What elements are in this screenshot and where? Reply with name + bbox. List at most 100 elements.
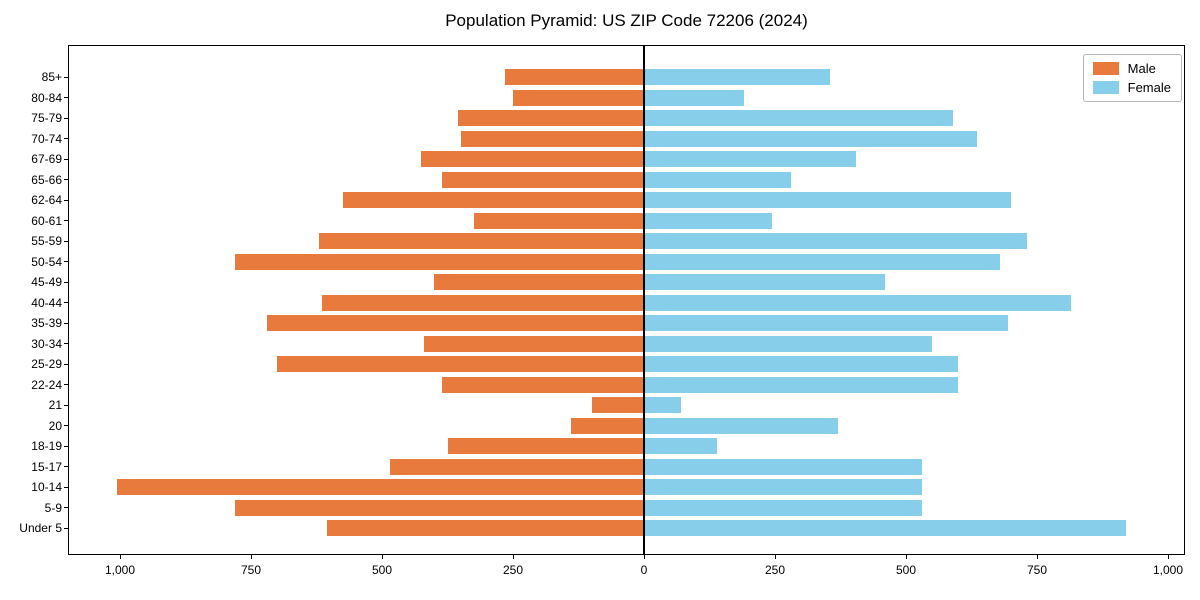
female-bar <box>644 356 959 372</box>
female-bar <box>644 233 1027 249</box>
male-bar <box>505 69 644 85</box>
female-bar <box>644 335 933 352</box>
male-bar <box>235 253 644 270</box>
y-tick-mark <box>64 199 68 201</box>
y-tick-label: 20 <box>48 418 62 433</box>
male-bar <box>513 89 644 106</box>
male-bar <box>570 417 644 434</box>
x-tick-label: 250 <box>764 563 786 577</box>
y-tick-label: 10-14 <box>31 480 62 494</box>
legend-item-male: Male <box>1092 61 1171 76</box>
y-tick-mark <box>64 486 68 488</box>
female-bar <box>644 89 744 106</box>
y-tick-mark <box>64 261 68 263</box>
x-tick-mark <box>1168 555 1170 559</box>
x-tick-mark <box>513 555 515 559</box>
x-tick-label: 750 <box>240 563 262 577</box>
y-tick-mark <box>64 363 68 365</box>
female-bar <box>644 438 718 454</box>
male-bar <box>434 274 644 290</box>
female-bar <box>644 110 954 126</box>
y-tick-label: 15-17 <box>31 459 62 474</box>
y-tick-mark <box>64 240 68 242</box>
male-bar <box>421 151 644 167</box>
x-tick-label: 750 <box>1026 563 1048 577</box>
y-tick-label: 55-59 <box>31 234 62 248</box>
x-tick-mark <box>644 555 646 559</box>
y-tick-mark <box>64 466 68 468</box>
x-tick-label: 500 <box>371 563 393 577</box>
female-bar <box>644 253 1001 270</box>
female-bar <box>644 294 1072 311</box>
y-tick-label: 45-49 <box>31 275 62 289</box>
x-tick-mark <box>1037 555 1039 559</box>
female-bar <box>644 520 1127 536</box>
y-tick-mark <box>64 158 68 160</box>
chart-title: Population Pyramid: US ZIP Code 72206 (2… <box>445 11 808 30</box>
female-bar <box>644 458 922 475</box>
y-tick-mark <box>64 179 68 181</box>
y-tick-label: 67-69 <box>31 152 62 166</box>
y-tick-mark <box>64 302 68 304</box>
y-tick-mark <box>64 76 68 78</box>
male-bar <box>389 458 644 475</box>
female-bar <box>644 315 1009 331</box>
y-tick-mark <box>64 425 68 427</box>
male-bar <box>457 110 644 126</box>
y-tick-label: 18-19 <box>31 439 62 453</box>
x-tick-mark <box>382 555 384 559</box>
male-bar <box>266 315 644 331</box>
female-bar <box>644 192 1011 208</box>
y-tick-label: Under 5 <box>19 521 62 535</box>
legend-male-label: Male <box>1127 61 1156 76</box>
y-tick-label: 65-66 <box>31 172 62 187</box>
female-bar <box>644 274 886 290</box>
male-bar <box>319 233 644 249</box>
x-tick-label: 0 <box>640 563 648 577</box>
y-tick-mark <box>64 507 68 509</box>
x-tick-mark <box>120 555 122 559</box>
male-bar <box>277 356 644 372</box>
female-swatch-icon <box>1092 81 1119 94</box>
female-bar <box>644 417 838 434</box>
y-tick-mark <box>64 384 68 386</box>
female-bar <box>644 499 922 516</box>
male-bar <box>321 294 644 311</box>
x-tick-mark <box>775 555 777 559</box>
female-bar <box>644 376 959 393</box>
y-tick-label: 75-79 <box>31 111 62 125</box>
y-tick-mark <box>64 445 68 447</box>
male-swatch-icon <box>1092 62 1119 75</box>
male-bar <box>235 499 644 516</box>
female-bar <box>644 171 791 188</box>
male-bar <box>326 520 644 536</box>
male-bar <box>442 376 644 393</box>
y-tick-label: 40-44 <box>31 295 62 310</box>
legend: Male Female <box>1082 54 1182 102</box>
male-bar <box>442 171 644 188</box>
female-bar <box>644 397 681 413</box>
male-bar <box>591 397 644 413</box>
y-tick-mark <box>64 322 68 324</box>
y-tick-mark <box>64 404 68 406</box>
x-tick-label: 1,000 <box>1152 563 1184 577</box>
male-bar <box>447 438 644 454</box>
male-bar <box>473 212 644 229</box>
female-bar <box>644 479 922 495</box>
y-tick-mark <box>64 220 68 222</box>
x-tick-label: 250 <box>502 563 524 577</box>
y-tick-mark <box>64 343 68 345</box>
legend-item-female: Female <box>1092 81 1171 94</box>
male-bar <box>423 335 644 352</box>
female-bar <box>644 69 831 85</box>
x-tick-mark <box>251 555 253 559</box>
x-tick-label: 500 <box>895 563 917 577</box>
y-tick-label: 80-84 <box>31 90 62 105</box>
y-tick-mark <box>64 138 68 140</box>
male-bar <box>460 130 644 147</box>
y-tick-mark <box>64 527 68 529</box>
y-tick-label: 85+ <box>41 70 62 84</box>
y-tick-label: 22-24 <box>31 377 62 392</box>
female-bar <box>644 212 773 229</box>
